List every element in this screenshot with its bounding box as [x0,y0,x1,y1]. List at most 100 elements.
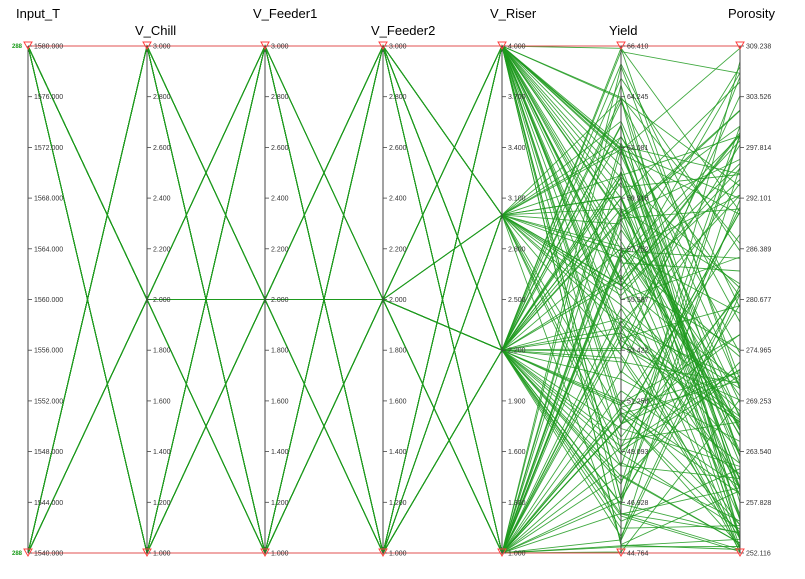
axis-v_riser: V_Riser 4.000 3.700 3.400 3.100 2.800 2.500 2.2… [490,6,537,558]
axis-yield: Yield 66.410 64.245 62.081 59.916 57.752 55.58… [609,23,649,558]
lower-filter-handle[interactable] [378,548,388,558]
tick-label: 1572.000 [34,145,63,152]
tick-label: 1568.000 [34,196,63,203]
tick-label: 280.677 [746,297,771,304]
tick-label: 2.600 [153,145,171,152]
tick-label: 257.828 [746,500,771,507]
tick-label: 1.400 [389,449,407,456]
tick-label: 66.410 [627,44,649,51]
tick-label: 2.600 [389,145,407,152]
tick-label: 2.800 [153,94,171,101]
tick-label: 2.800 [389,94,407,101]
tick-label: 1.000 [271,551,289,558]
tick-label: 1560.000 [34,297,63,304]
axis-title: V_Feeder1 [253,6,317,21]
tick-label: 286.389 [746,246,771,253]
axis-input_t: Input_T 1580.000 1576.000 1572.000 1568.000 1… [16,6,63,558]
tick-label: 1556.000 [34,348,63,355]
upper-filter-handle[interactable] [378,41,388,51]
tick-label: 309.238 [746,44,771,51]
data-line [28,125,741,555]
tick-label: 1.300 [508,500,526,507]
tick-label: 2.600 [271,145,289,152]
tick-label: 57.752 [627,246,649,253]
tick-label: 2.800 [271,94,289,101]
tick-label: 1.900 [508,398,526,405]
tick-label: 3.000 [153,44,171,51]
tick-label: 269.253 [746,398,771,405]
tick-label: 55.587 [627,297,649,304]
tick-label: 3.700 [508,94,526,101]
tick-label: 1.600 [508,449,526,456]
tick-label: 2.400 [153,196,171,203]
axis-title: Porosity [728,6,775,21]
tick-label: 2.400 [271,196,289,203]
tick-label: 1.600 [271,398,289,405]
tick-label: 1548.000 [34,449,63,456]
tick-label: 1.600 [153,398,171,405]
tick-label: 1540.000 [34,551,63,558]
tick-label: 297.814 [746,145,771,152]
tick-label: 62.081 [627,145,649,152]
tick-label: 3.400 [508,145,526,152]
lower-filter-handle[interactable] [616,548,626,558]
tick-label: 1.600 [389,398,407,405]
tick-label: 51.258 [627,398,649,405]
tick-label: 1.400 [153,449,171,456]
tick-label: 3.000 [389,44,407,51]
tick-label: 2.200 [271,246,289,253]
upper-filter-handle[interactable] [142,41,152,51]
axis-title: V_Chill [135,23,176,38]
tick-label: 2.800 [508,246,526,253]
lower-filter-handle[interactable] [142,548,152,558]
tick-label: 1564.000 [34,246,63,253]
upper-filter-handle[interactable] [735,41,745,51]
tick-label: 46.928 [627,500,649,507]
axis-v_feeder1: V_Feeder1 3.000 2.800 2.600 2.400 2.200 2.000 1… [253,6,317,558]
tick-label: 49.093 [627,449,649,456]
lower-filter-handle[interactable] [735,548,745,558]
axis-v_chill: V_Chill 3.000 2.800 2.600 2.400 2.200 2.000 1.8… [135,23,176,558]
tick-label: 2.000 [153,297,171,304]
axis-title: Yield [609,23,637,38]
lower-filter-handle[interactable] [260,548,270,558]
tick-label: 2.200 [508,348,526,355]
tick-label: 3.100 [508,196,526,203]
axis-title: Input_T [16,6,60,21]
tick-label: 292.101 [746,196,771,203]
tick-label: 1.200 [389,500,407,507]
tick-label: 274.965 [746,348,771,355]
tick-label: 1.800 [153,348,171,355]
axis-title: V_Feeder2 [371,23,435,38]
data-line [27,168,741,555]
tick-label: 1576.000 [34,94,63,101]
lower-filter-handle[interactable] [497,548,507,558]
tick-label: 2.200 [389,246,407,253]
tick-label: 1.400 [271,449,289,456]
tick-label: 1552.000 [34,398,63,405]
tick-label: 1580.000 [34,44,63,51]
tick-label: 44.764 [627,551,649,558]
tick-label: 1.200 [153,500,171,507]
axis-porosity: Porosity 309.238 303.526 297.814 292.101 286.… [728,6,775,558]
tick-label: 64.245 [627,94,649,101]
axis-title: V_Riser [490,6,537,21]
upper-filter-handle[interactable] [260,41,270,51]
tick-label: 53.422 [627,348,649,355]
tick-label: 1544.000 [34,500,63,507]
tick-label: 1.800 [389,348,407,355]
upper-filter-handle[interactable] [23,41,33,51]
upper-filter-handle[interactable] [497,41,507,51]
axis-v_feeder2: V_Feeder2 3.000 2.800 2.600 2.400 2.200 2.000 1… [371,23,435,558]
top-count-label: 288 [12,44,23,50]
tick-label: 2.400 [389,196,407,203]
upper-filter-handle[interactable] [616,41,626,51]
lower-filter-handle[interactable] [23,548,33,558]
tick-label: 1.200 [271,500,289,507]
tick-label: 3.000 [271,44,289,51]
tick-label: 1.800 [271,348,289,355]
tick-label: 4.000 [508,44,526,51]
tick-label: 2.500 [508,297,526,304]
tick-label: 1.000 [153,551,171,558]
